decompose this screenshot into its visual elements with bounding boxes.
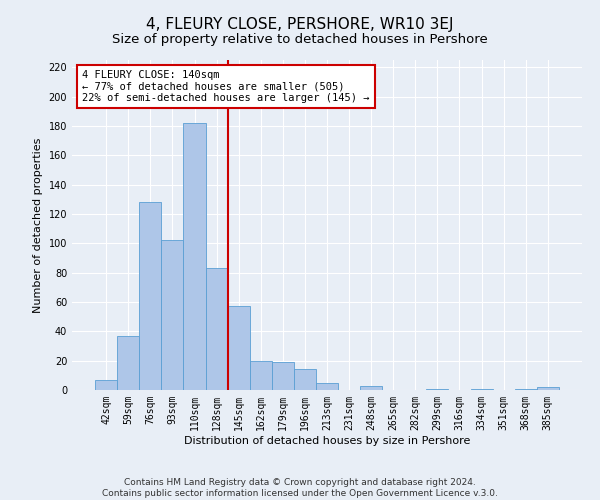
Bar xyxy=(294,370,316,390)
Bar xyxy=(360,386,382,390)
Text: 4, FLEURY CLOSE, PERSHORE, WR10 3EJ: 4, FLEURY CLOSE, PERSHORE, WR10 3EJ xyxy=(146,18,454,32)
X-axis label: Distribution of detached houses by size in Pershore: Distribution of detached houses by size … xyxy=(184,436,470,446)
Bar xyxy=(427,388,448,390)
Bar xyxy=(161,240,184,390)
Text: Contains HM Land Registry data © Crown copyright and database right 2024.
Contai: Contains HM Land Registry data © Crown c… xyxy=(102,478,498,498)
Bar xyxy=(139,202,161,390)
Bar xyxy=(206,268,227,390)
Bar xyxy=(470,388,493,390)
Bar xyxy=(184,123,206,390)
Bar xyxy=(227,306,250,390)
Y-axis label: Number of detached properties: Number of detached properties xyxy=(33,138,43,312)
Bar xyxy=(316,382,338,390)
Text: 4 FLEURY CLOSE: 140sqm
← 77% of detached houses are smaller (505)
22% of semi-de: 4 FLEURY CLOSE: 140sqm ← 77% of detached… xyxy=(82,70,370,103)
Bar xyxy=(515,388,537,390)
Bar xyxy=(250,360,272,390)
Bar xyxy=(95,380,117,390)
Text: Size of property relative to detached houses in Pershore: Size of property relative to detached ho… xyxy=(112,32,488,46)
Bar xyxy=(117,336,139,390)
Bar xyxy=(272,362,294,390)
Bar xyxy=(537,387,559,390)
